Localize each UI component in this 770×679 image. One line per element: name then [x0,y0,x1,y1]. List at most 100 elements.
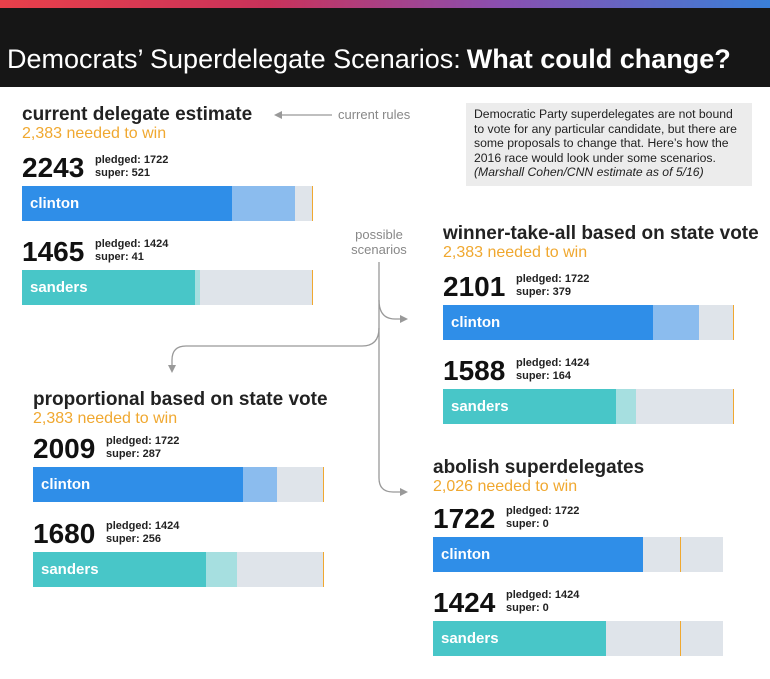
panel-title: winner-take-all based on state vote [443,223,759,244]
pledged-count: pledged: 1722 [106,435,180,447]
needed-threshold-marker [323,552,324,587]
panel-title: proportional based on state vote [33,389,328,410]
pledged-count: pledged: 1722 [95,154,169,166]
super-count: super: 287 [106,448,162,460]
delegate-total: 2243 [22,152,85,183]
pledged-count: pledged: 1424 [106,520,180,532]
panel-title: current delegate estimate [22,104,253,125]
pledged-bar-segment [33,467,243,502]
candidate-name-label: clinton [30,195,80,212]
current-rules-arrowhead-icon [274,111,282,119]
needed-threshold-marker [312,186,313,221]
panel-abolish-superdelegates: abolish superdelegates 2,026 needed to w… [433,457,733,657]
needed-to-win: 2,383 needed to win [22,125,167,142]
delegate-breakdown: pledged: 1424 super: 256 [106,520,179,546]
delegate-breakdown: pledged: 1722 super: 379 [516,273,589,299]
delegate-total: 1680 [33,518,96,549]
delegate-total: 1424 [433,587,496,618]
needed-threshold-marker [733,389,734,424]
candidate-name-label: clinton [41,476,91,493]
pledged-count: pledged: 1424 [516,357,590,369]
panel-winner-take-all: winner-take-all based on state vote 2,38… [443,223,759,424]
note-citation: (Marshall Cohen/CNN estimate as of 5/16) [474,165,704,179]
candidate-name-label: sanders [41,561,99,578]
clinton-delegate-bar [33,467,323,502]
pledged-bar-segment [443,389,617,424]
title-bold: What could change? [466,44,731,74]
pledged-bar-segment [33,552,207,587]
super-bar-segment [206,552,238,587]
needed-to-win: 2,383 needed to win [443,244,588,261]
pledged-count: pledged: 1722 [516,273,590,285]
pledged-count: pledged: 1424 [95,238,169,250]
delegate-breakdown: pledged: 1722 super: 521 [95,154,168,180]
super-count: super: 164 [516,370,572,382]
delegate-total: 1722 [433,503,496,534]
winner-branch-line [378,299,403,320]
delegate-breakdown: pledged: 1424 super: 41 [95,238,168,264]
needed-to-win: 2,026 needed to win [433,478,578,495]
pledged-bar-segment [22,186,232,221]
super-count: super: 521 [95,167,151,179]
super-count: super: 0 [506,602,549,614]
delegate-breakdown: pledged: 1424 super: 0 [506,589,579,615]
delegate-total: 1465 [22,236,85,267]
pledged-bar-segment [443,305,653,340]
delegate-breakdown: pledged: 1722 super: 0 [506,505,579,531]
super-bar-segment [652,305,699,340]
needed-threshold-marker [323,467,324,502]
proportional-arrowhead-icon [168,365,176,373]
super-count: super: 256 [106,533,162,545]
super-bar-segment [231,186,295,221]
delegate-total: 2101 [443,271,506,302]
clinton-delegate-bar [443,305,733,340]
proportional-branch-line [171,327,380,368]
sanders-delegate-bar [22,270,312,305]
delegate-breakdown: pledged: 1722 super: 287 [106,435,179,461]
super-bar-segment [616,389,637,424]
possible-scenarios-line1: possible [355,227,403,242]
pledged-count: pledged: 1424 [506,589,580,601]
pledged-bar-segment [22,270,196,305]
candidate-name-label: clinton [451,314,501,331]
explanation-note: Democratic Party superdelegates are not … [466,103,752,186]
header-bar: Democrats’ Superdelegate Scenarios: What … [0,8,770,87]
winner-arrowhead-icon [400,315,408,323]
delegate-total: 1588 [443,355,506,386]
panel-title: abolish superdelegates [433,457,645,478]
needed-threshold-marker [312,270,313,305]
sanders-delegate-bar [433,621,723,656]
super-bar-segment [242,467,278,502]
needed-threshold-marker [733,305,734,340]
needed-threshold-marker [679,537,681,572]
candidate-name-label: sanders [451,398,509,415]
sanders-delegate-bar [33,552,323,587]
needed-to-win: 2,383 needed to win [33,410,178,427]
possible-scenarios-label: possible scenarios [346,227,412,257]
candidate-name-label: clinton [441,546,491,563]
top-accent-stripe [0,0,770,8]
super-count: super: 379 [516,286,572,298]
title-plain: Democrats’ Superdelegate Scenarios: [7,44,461,74]
candidate-name-label: sanders [441,630,499,647]
clinton-delegate-bar [433,537,723,572]
pledged-bar-segment [433,537,643,572]
possible-scenarios-line2: scenarios [351,242,407,257]
panel-proportional: proportional based on state vote 2,383 n… [33,389,333,589]
abolish-arrowhead-icon [400,488,408,496]
clinton-delegate-bar [22,186,312,221]
delegate-breakdown: pledged: 1424 super: 164 [516,357,589,383]
candidate-name-label: sanders [30,279,88,296]
note-text: Democratic Party superdelegates are not … [474,107,737,165]
sanders-delegate-bar [443,389,733,424]
needed-threshold-marker [679,621,681,656]
pledged-count: pledged: 1722 [506,505,580,517]
super-count: super: 0 [506,518,549,530]
super-bar-segment [195,270,201,305]
super-count: super: 41 [95,251,144,263]
panel-current-estimate: current delegate estimate 2,383 needed t… [22,104,322,305]
current-rules-label: current rules [338,107,411,122]
scenarios-trunk-line [378,262,403,493]
delegate-total: 2009 [33,433,96,464]
